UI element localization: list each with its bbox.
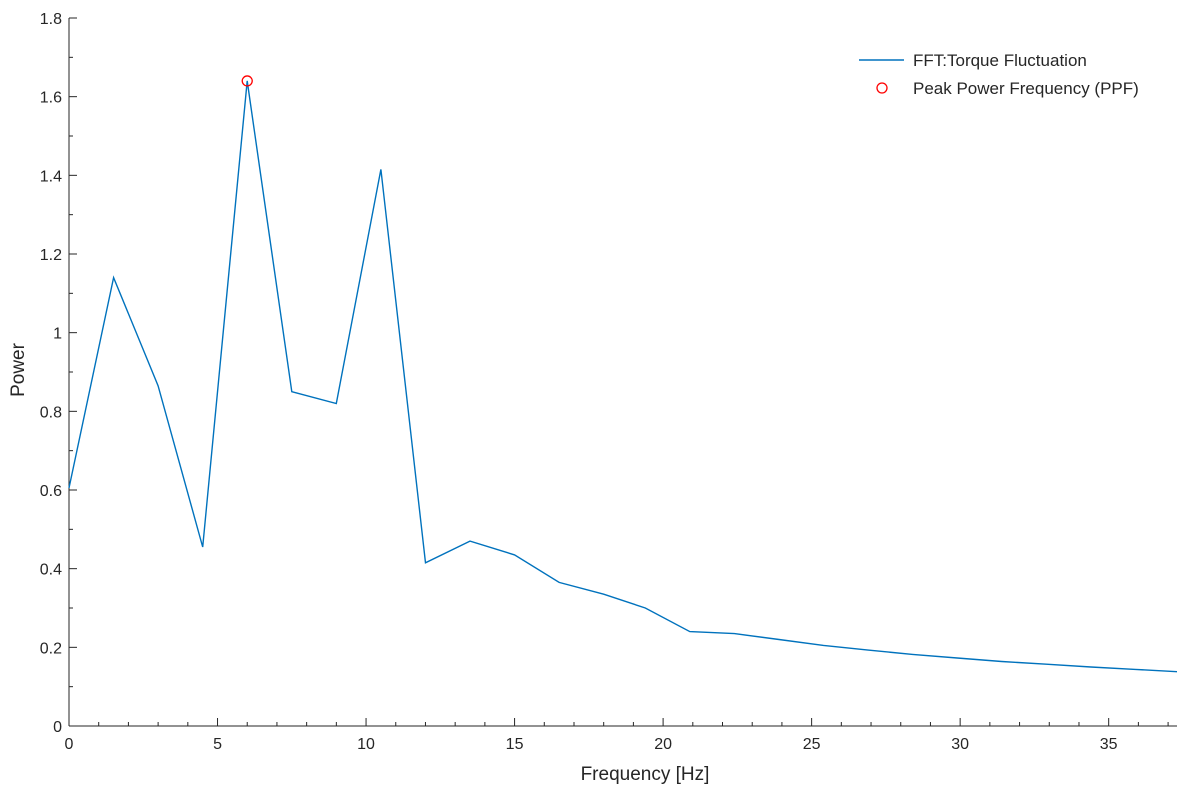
marker-layer [241,75,253,87]
y-tick-label: 0.4 [40,562,62,579]
y-tick-label: 0.6 [40,483,62,500]
legend-entry-fft: FFT:Torque Fluctuation [913,51,1087,70]
legend-entry-ppf: Peak Power Frequency (PPF) [913,79,1139,98]
x-tick-label: 15 [506,736,524,753]
x-tick-label: 10 [357,736,375,753]
y-tick-label: 1.2 [40,247,62,264]
x-tick-label: 0 [65,736,74,753]
peak-power-marker [241,75,253,87]
legend: FFT:Torque Fluctuation Peak Power Freque… [859,51,1139,98]
y-tick-label: 0.8 [40,404,62,421]
series-layer [68,80,1177,673]
axis-ticks: 0 5 10 15 20 25 30 35 0 0.2 0.4 0.6 0.8 1 1.2 1.4 1.6 1.8 [40,11,1169,753]
x-tick-label: 5 [213,736,222,753]
y-tick-label: 1.6 [40,90,62,107]
legend-marker-swatch [876,82,888,94]
y-tick-label: 1.4 [40,168,62,185]
x-tick-label: 35 [1100,736,1118,753]
y-tick-label: 0.2 [40,640,62,657]
y-tick-label: 1 [53,326,62,343]
y-tick-label: 0 [53,719,62,736]
x-tick-label: 20 [654,736,672,753]
x-axis-label: Frequency [Hz] [581,764,710,785]
y-tick-label: 1.8 [40,11,62,28]
y-axis-label: Power [8,342,29,397]
x-tick-label: 25 [803,736,821,753]
x-tick-label: 30 [951,736,969,753]
plot-axes [68,18,1177,727]
series-line-fft-torque-fluctuation [68,80,1177,673]
